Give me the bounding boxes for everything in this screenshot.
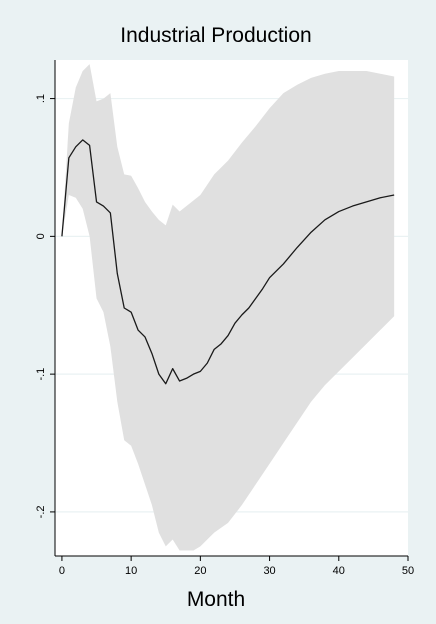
x-tick-label: 50 (402, 565, 414, 577)
response-line (61, 139, 395, 385)
x-tick-label: 30 (263, 565, 275, 577)
chart-title: Industrial Production (120, 24, 311, 47)
axes (54, 60, 408, 557)
confidence-band (61, 64, 395, 551)
x-tick-label: 10 (125, 565, 137, 577)
x-tick-label: 20 (194, 565, 206, 577)
y-tick-label: .1 (35, 94, 47, 103)
x-axis-label: Month (187, 588, 245, 611)
x-tick-label: 0 (59, 565, 65, 577)
y-tick-label: -.2 (35, 505, 47, 518)
x-tick-label: 40 (333, 565, 345, 577)
y-tick-label: -.1 (35, 368, 47, 381)
x-axis-ticks: 0 10 20 30 40 50 (59, 556, 414, 577)
confidence-band-area (61, 64, 395, 551)
y-axis-ticks: -.2 -.1 0 .1 (35, 94, 55, 518)
impulse-response-series (61, 139, 395, 385)
y-tick-label: 0 (35, 233, 47, 239)
